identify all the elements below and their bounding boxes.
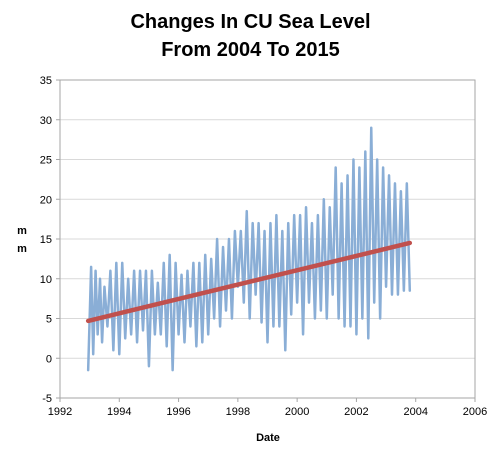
x-axis-label: Date (256, 432, 280, 444)
y-tick-label-4: 15 (40, 234, 52, 246)
y-tick-label-6: 25 (40, 155, 52, 167)
x-tick-label-1: 1994 (107, 406, 131, 418)
y-tick-label-7: 30 (40, 115, 52, 127)
trend-line (85, 240, 413, 324)
y-axis-label-char-1: m (17, 225, 27, 237)
x-tick-label-2: 1996 (166, 406, 190, 418)
x-tick-label-3: 1998 (226, 406, 250, 418)
data-series (85, 126, 413, 372)
x-tick-label-0: 1992 (48, 406, 72, 418)
x-tick-label-4: 2000 (285, 406, 309, 418)
y-tick-label-5: 20 (40, 194, 52, 206)
chart-title-line-2: From 2004 To 2015 (161, 39, 340, 61)
y-tick-label-0: -5 (42, 393, 52, 405)
x-tick-label-7: 2006 (463, 406, 487, 418)
x-tick-label-5: 2002 (344, 406, 368, 418)
sea-level-series-line (86, 126, 412, 372)
gridlines (60, 79, 475, 399)
y-tick-label-1: 0 (46, 353, 52, 365)
y-tick-label-2: 5 (46, 314, 52, 326)
chart-title-line-1: Changes In CU Sea Level (130, 11, 371, 33)
y-tick-label-3: 10 (40, 274, 52, 286)
x-axis-ticks: 1992 1994 1996 1998 2000 2002 2004 2006 (48, 398, 487, 418)
y-axis-label-char-2: m (17, 243, 27, 255)
y-tick-label-8: 35 (40, 75, 52, 87)
y-axis-ticks: -5 0 5 10 15 20 25 30 35 (40, 75, 60, 405)
x-tick-label-6: 2004 (403, 406, 427, 418)
